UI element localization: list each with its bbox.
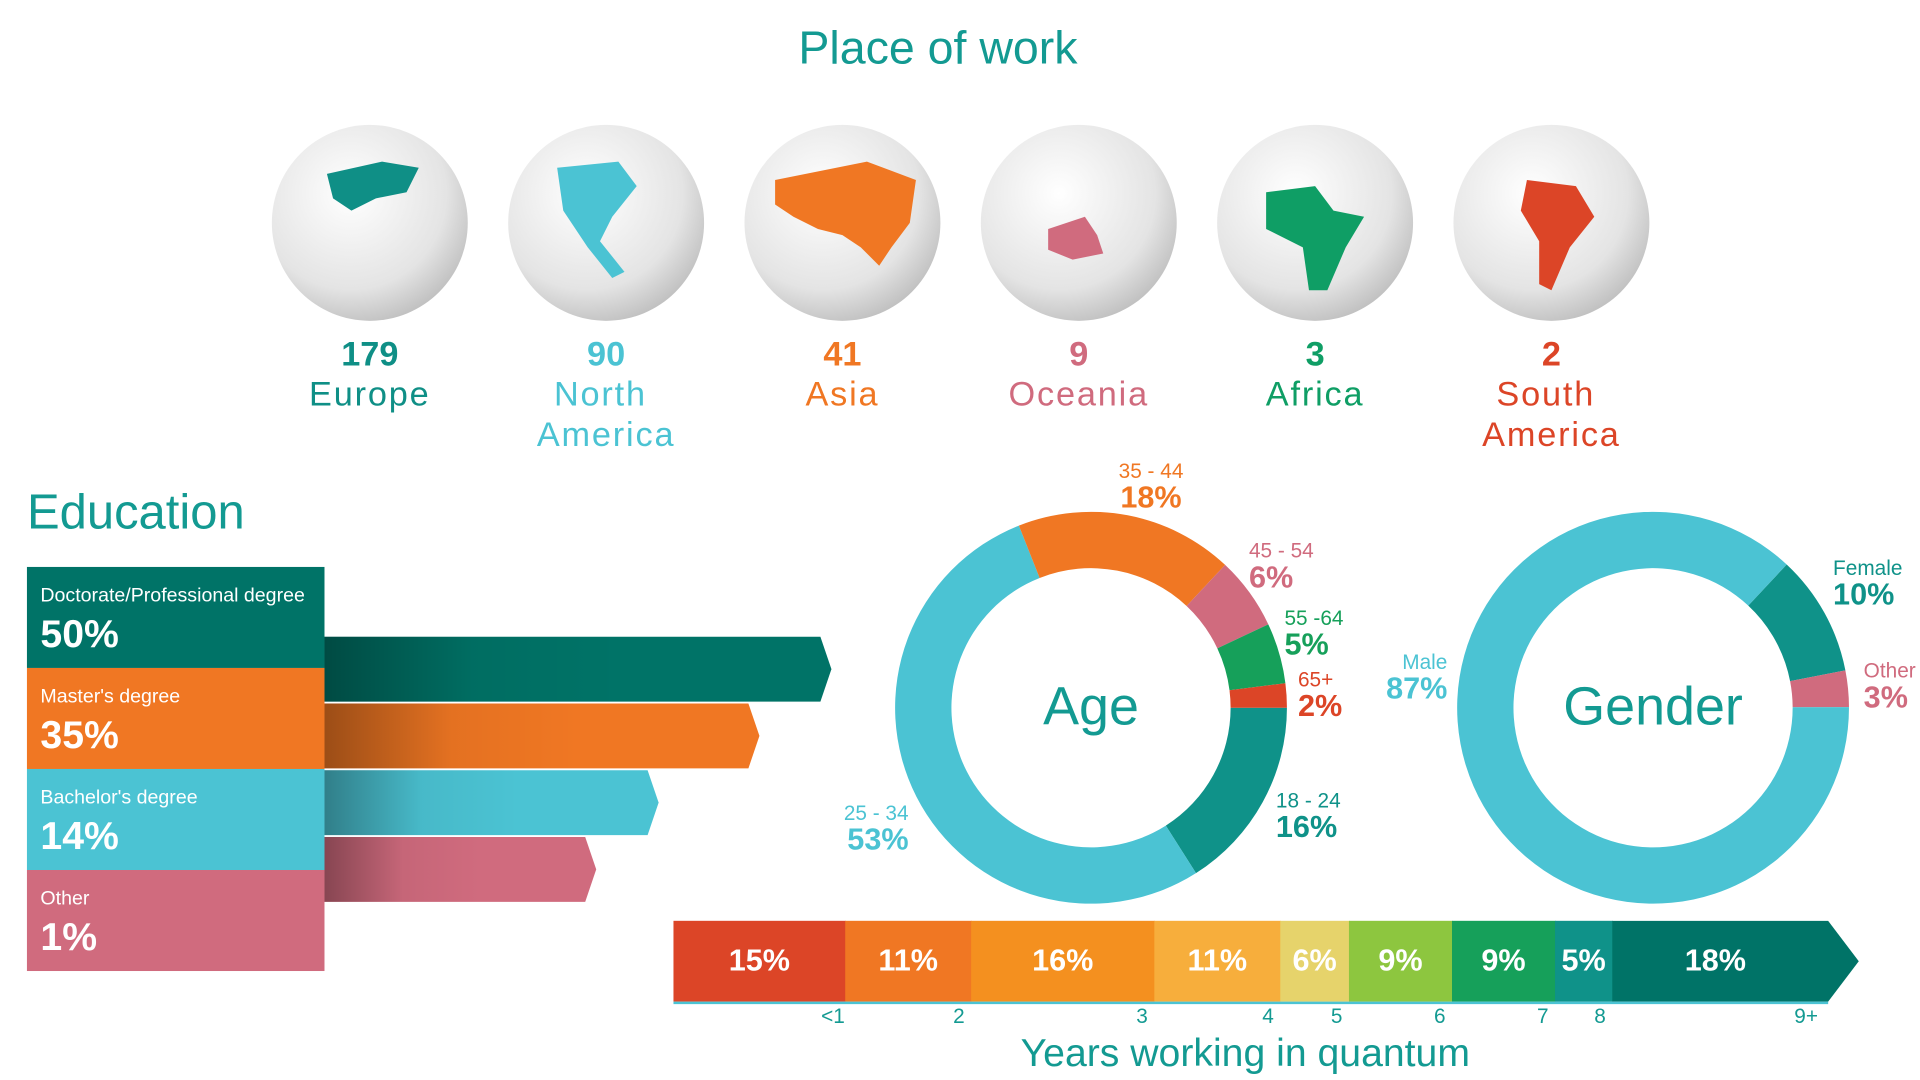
section-title: Place of work xyxy=(798,22,1078,74)
bar-segment xyxy=(1154,920,1281,1002)
bar-segment xyxy=(1348,920,1453,1002)
donut-segment xyxy=(1018,511,1226,606)
value-label: 16% xyxy=(1276,810,1337,844)
region-name: Europe xyxy=(309,376,431,414)
donut-title: Gender xyxy=(1563,676,1743,736)
region-count: 90 xyxy=(587,335,625,373)
continent xyxy=(557,161,637,278)
region-name: South America xyxy=(1482,376,1621,454)
label-box xyxy=(26,566,325,668)
region-count: 9 xyxy=(1069,335,1088,373)
x-axis-title: Years working in quantum xyxy=(1021,1032,1470,1075)
donut-segment xyxy=(1165,707,1287,874)
value-label: 35% xyxy=(40,714,118,757)
value-label: 6% xyxy=(1292,944,1336,978)
continent xyxy=(1266,186,1365,291)
category-label: Female xyxy=(1833,557,1902,580)
donut-segment xyxy=(895,525,1196,904)
continent xyxy=(775,161,916,266)
category-label: Male xyxy=(1402,651,1447,674)
category-label: 45 - 54 xyxy=(1249,540,1314,563)
x-tick-label: 2 xyxy=(953,1005,965,1028)
value-label: 3% xyxy=(1864,680,1908,714)
x-tick-label: 7 xyxy=(1537,1005,1549,1028)
x-tick-label: 9+ xyxy=(1794,1005,1818,1028)
bar-segment xyxy=(1452,920,1556,1002)
region-count: 41 xyxy=(823,335,861,373)
category-label: 55 -64 xyxy=(1284,607,1343,630)
value-label: 53% xyxy=(847,822,908,856)
value-label: 18% xyxy=(1120,481,1181,515)
category-label: 25 - 34 xyxy=(844,802,909,825)
bar-shade xyxy=(324,703,579,769)
value-label: 9% xyxy=(1378,944,1422,978)
value-label: 16% xyxy=(1032,944,1093,978)
region-name: Africa xyxy=(1266,376,1365,414)
bar-shade xyxy=(324,836,481,902)
x-tick-label: 4 xyxy=(1262,1005,1274,1028)
value-label: 14% xyxy=(40,815,118,858)
value-label: 10% xyxy=(1833,577,1894,611)
globe xyxy=(271,124,468,321)
category-label: Other xyxy=(1864,660,1916,683)
value-label: 50% xyxy=(40,613,118,656)
region-count: 179 xyxy=(341,335,398,373)
region-count: 2 xyxy=(1542,335,1561,373)
bar-segment xyxy=(1555,920,1613,1002)
category-label: 18 - 24 xyxy=(1276,790,1341,813)
value-label: 87% xyxy=(1386,672,1447,706)
bar-segment xyxy=(1280,920,1350,1002)
region-name: North America xyxy=(537,376,676,454)
value-label: 15% xyxy=(729,944,790,978)
value-label: 9% xyxy=(1481,944,1525,978)
bar-segment xyxy=(971,920,1155,1002)
label-box xyxy=(26,870,325,972)
donut-segment xyxy=(1186,564,1269,649)
donut-title: Age xyxy=(1043,676,1139,736)
value-label: 11% xyxy=(878,944,938,978)
bar-segment xyxy=(673,920,846,1002)
region-name: Oceania xyxy=(1009,376,1149,414)
bar-shade xyxy=(324,636,623,702)
label-box xyxy=(26,667,325,769)
donut-segment xyxy=(1790,670,1849,708)
donut-segment xyxy=(1217,624,1286,691)
bar-segment xyxy=(1612,920,1859,1002)
bar-shade xyxy=(324,770,519,836)
bar-segment xyxy=(845,920,972,1002)
value-label: 5% xyxy=(1562,944,1606,978)
x-tick-label: 8 xyxy=(1594,1005,1606,1028)
category-label: Doctorate/Professional degree xyxy=(40,584,305,606)
value-label: 11% xyxy=(1188,944,1248,978)
region-count: 3 xyxy=(1306,335,1325,373)
x-tick-label: 5 xyxy=(1331,1005,1343,1028)
value-label: 6% xyxy=(1249,560,1293,594)
continent xyxy=(1520,180,1595,291)
category-label: 35 - 44 xyxy=(1119,460,1184,483)
category-label: 65+ xyxy=(1298,668,1333,691)
category-label: Master's degree xyxy=(40,686,180,708)
category-label: Other xyxy=(40,888,89,910)
value-label: 5% xyxy=(1284,628,1328,662)
continent xyxy=(326,161,419,211)
value-label: 1% xyxy=(40,916,97,959)
label-box xyxy=(26,768,325,870)
region-name: Asia xyxy=(805,376,879,414)
x-tick-label: <1 xyxy=(821,1005,845,1028)
x-tick-label: 6 xyxy=(1434,1005,1446,1028)
continent xyxy=(1048,216,1104,260)
donut-segment xyxy=(1748,564,1846,682)
x-tick-label: 3 xyxy=(1136,1005,1148,1028)
value-label: 2% xyxy=(1298,689,1342,723)
value-label: 18% xyxy=(1685,944,1746,978)
donut-segment xyxy=(1229,683,1287,708)
category-label: Bachelor's degree xyxy=(40,787,197,809)
section-title: Education xyxy=(27,485,245,539)
